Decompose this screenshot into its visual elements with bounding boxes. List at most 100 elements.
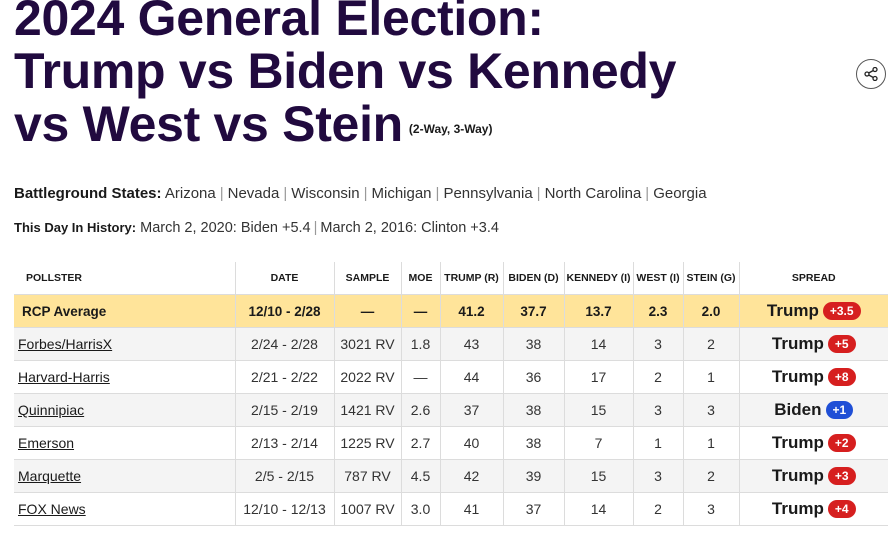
biden-cell: 38 xyxy=(502,327,564,361)
spread-candidate: Trump xyxy=(766,301,819,320)
kennedy-cell: 7 xyxy=(563,426,633,460)
trump-cell: 43 xyxy=(439,327,503,361)
sample-cell: 3021 RV xyxy=(333,327,401,361)
pollster-cell: Quinnipiac xyxy=(14,393,235,427)
biden-cell: 36 xyxy=(502,360,564,394)
date-cell: 12/10 - 12/13 xyxy=(234,492,334,526)
battleground-state-wisconsin[interactable]: Wisconsin xyxy=(291,185,360,202)
spread-cell: Trump +5 xyxy=(738,327,888,361)
moe-cell: 3.0 xyxy=(400,492,440,526)
history-label: This Day In History: xyxy=(14,220,137,235)
poll-row: Harvard-Harris 2/21 - 2/22 2022 RV —44 36 17 2… xyxy=(14,360,888,394)
title-line-3: vs West vs Stein (2-Way, 3-Way) xyxy=(14,98,814,156)
title-line-1: 2024 General Election: xyxy=(14,0,544,46)
date-cell: 2/5 - 2/15 xyxy=(234,459,334,493)
pollster-cell: RCP Average xyxy=(14,294,235,328)
history-row: This Day In History: March 2, 2020: Bide… xyxy=(14,220,499,236)
poll-row: Emerson 2/13 - 2/14 1225 RV 2.7 40 38 7 1 1 Trump… xyxy=(14,426,888,460)
pollster-cell: Harvard-Harris xyxy=(14,360,235,394)
polls-table: POLLSTER DATE SAMPLE MOE TRUMP (R) BIDEN (D) K… xyxy=(14,262,888,526)
spread-cell: Trump +2 xyxy=(738,426,888,460)
date-cell: 2/24 - 2/28 xyxy=(234,327,334,361)
pollster-link[interactable]: Harvard-Harris xyxy=(18,369,110,385)
biden-cell: 38 xyxy=(502,426,564,460)
stein-cell: 1 xyxy=(682,426,739,460)
sample-cell: — xyxy=(333,294,401,328)
kennedy-cell: 14 xyxy=(563,492,633,526)
spread-candidate: Trump xyxy=(771,367,824,386)
sample-cell: 1007 RV xyxy=(333,492,401,526)
battleground-label: Battleground States: xyxy=(14,185,162,202)
title-line-3-text: vs West vs Stein xyxy=(14,96,403,152)
column-header-sample: SAMPLE xyxy=(333,262,401,295)
pollster-link[interactable]: Quinnipiac xyxy=(18,402,85,418)
spread-badge: +5 xyxy=(827,335,856,353)
west-cell: 1 xyxy=(632,426,683,460)
moe-cell: 4.5 xyxy=(400,459,440,493)
title-subtitle: (2-Way, 3-Way) xyxy=(408,122,493,136)
spread-cell: Trump +8 xyxy=(738,360,888,394)
sample-cell: 2022 RV xyxy=(333,360,401,394)
column-header-biden-d: BIDEN (D) xyxy=(502,262,564,295)
column-header-stein-g: STEIN (G) xyxy=(682,262,739,295)
trump-cell: 41.2 xyxy=(439,294,503,328)
column-header-moe: MOE xyxy=(400,262,440,295)
trump-cell: 37 xyxy=(439,393,503,427)
battleground-state-georgia[interactable]: Georgia xyxy=(653,185,707,202)
battleground-state-north-carolina[interactable]: North Carolina xyxy=(544,185,642,202)
pollster-link[interactable]: Forbes/HarrisX xyxy=(18,336,113,352)
share-button[interactable] xyxy=(856,59,886,89)
kennedy-cell: 15 xyxy=(563,459,633,493)
stein-cell: 2.0 xyxy=(682,294,739,328)
trump-cell: 42 xyxy=(439,459,503,493)
biden-cell: 37 xyxy=(502,492,564,526)
battleground-states: Battleground States: Arizona | Nevada | Wisc… xyxy=(14,185,707,202)
moe-cell: 1.8 xyxy=(400,327,440,361)
spread-cell: Biden +1 xyxy=(738,393,888,427)
spread-cell: Trump +3 xyxy=(738,459,888,493)
sample-cell: 787 RV xyxy=(333,459,401,493)
spread-badge: +4 xyxy=(827,500,856,518)
battleground-state-nevada[interactable]: Nevada xyxy=(227,185,280,202)
moe-cell: — xyxy=(400,360,440,394)
pollster-link[interactable]: Marquette xyxy=(18,468,82,484)
spread-candidate: Biden xyxy=(774,400,822,419)
battleground-states-list: Arizona | Nevada | Wisconsin | Michigan | Pennsy… xyxy=(164,185,707,202)
biden-cell: 39 xyxy=(502,459,564,493)
sample-cell: 1225 RV xyxy=(333,426,401,460)
pollster-cell: Emerson xyxy=(14,426,235,460)
kennedy-cell: 14 xyxy=(563,327,633,361)
pollster-link[interactable]: Emerson xyxy=(18,435,75,451)
moe-cell: — xyxy=(400,294,440,328)
rcp-average-row: RCP Average 12/10 - 2/28— —41.2 37.7 13.7 2.3… xyxy=(14,294,888,328)
table-body: RCP Average 12/10 - 2/28— —41.2 37.7 13.7 2.3… xyxy=(14,294,888,526)
column-header-west-i: WEST (I) xyxy=(632,262,683,295)
stein-cell: 3 xyxy=(682,492,739,526)
pollster-cell: FOX News xyxy=(14,492,235,526)
spread-badge: +8 xyxy=(827,368,856,386)
spread: Trump +8 xyxy=(772,367,856,387)
west-cell: 2 xyxy=(632,492,683,526)
spread-badge: +3.5 xyxy=(822,302,861,320)
moe-cell: 2.6 xyxy=(400,393,440,427)
column-header-pollster: POLLSTER xyxy=(14,262,235,295)
battleground-state-pennsylvania[interactable]: Pennsylvania xyxy=(443,185,533,202)
column-header-spread: SPREAD xyxy=(738,262,888,295)
kennedy-cell: 15 xyxy=(563,393,633,427)
stein-cell: 2 xyxy=(682,327,739,361)
pollster-cell: Marquette xyxy=(14,459,235,493)
spread: Biden +1 xyxy=(774,400,854,420)
pollster-link[interactable]: FOX News xyxy=(18,501,86,517)
battleground-state-michigan[interactable]: Michigan xyxy=(371,185,432,202)
stein-cell: 3 xyxy=(682,393,739,427)
pollster-cell: Forbes/HarrisX xyxy=(14,327,235,361)
spread: Trump +2 xyxy=(772,433,856,453)
poll-row: FOX News 12/10 - 12/13 1007 RV 3.0 41 37 14 2 3 T… xyxy=(14,492,888,526)
table-header-row: POLLSTER DATE SAMPLE MOE TRUMP (R) BIDEN (D) K… xyxy=(14,262,888,295)
biden-cell: 37.7 xyxy=(502,294,564,328)
battleground-state-arizona[interactable]: Arizona xyxy=(164,185,216,202)
stein-cell: 1 xyxy=(682,360,739,394)
page-title: 2024 General Election: Trump vs Biden vs… xyxy=(14,0,814,156)
share-icon xyxy=(864,67,878,81)
history-item-2020: March 2, 2020: Biden +5.4 xyxy=(140,220,311,236)
